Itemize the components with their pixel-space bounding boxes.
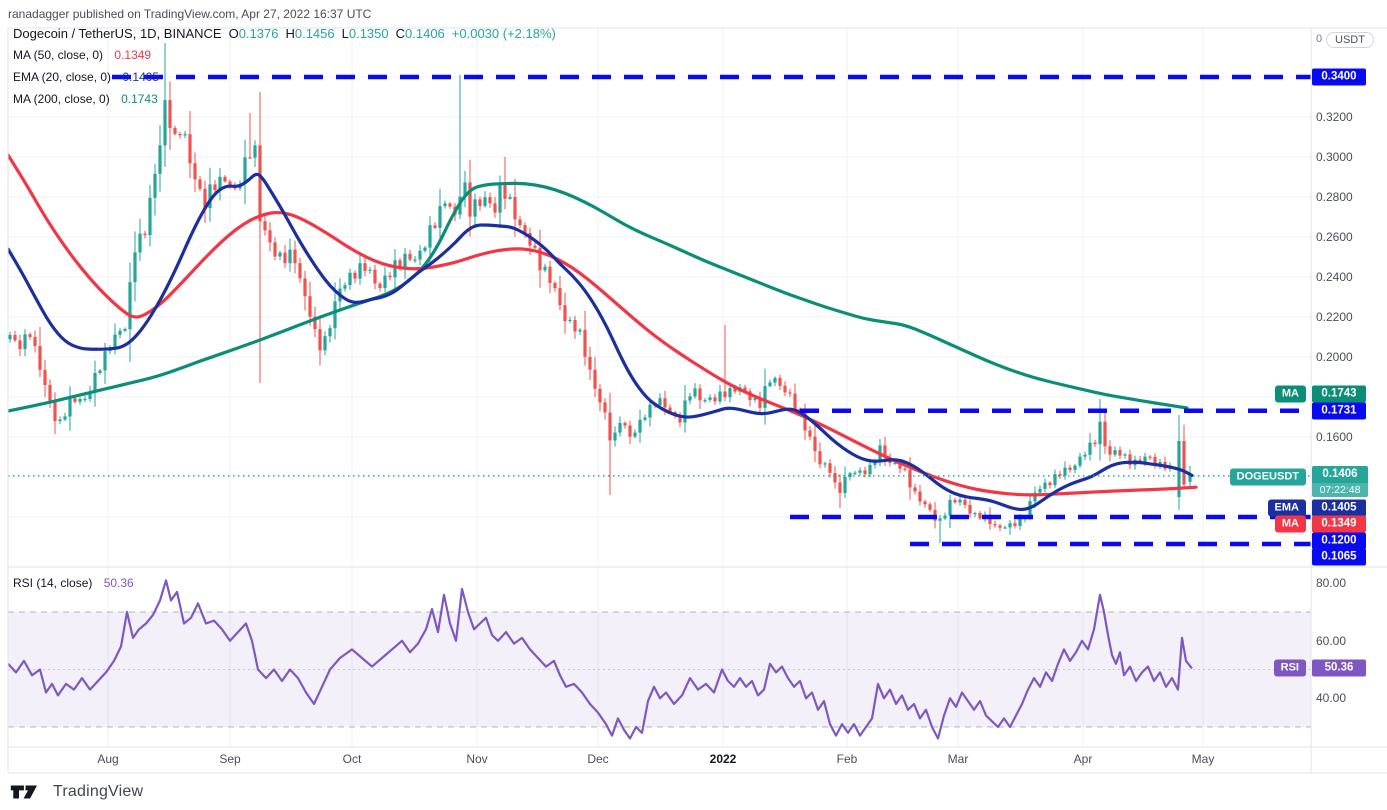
rsi-legend[interactable]: RSI (14, close) 50.36 [13,576,134,590]
price-axis-tick: 0.2200 [1316,310,1353,324]
indicator-label: EMA (20, close, 0) [13,70,112,84]
indicator-price-badge: 0.1349 [1312,515,1366,533]
time-axis-label: Oct [342,752,362,766]
rsi-line [8,579,1193,740]
rsi-axis-tick: 40.00 [1316,691,1347,706]
ohlc-letter: O [228,26,239,41]
indicator-tag-pill: EMA [1267,499,1306,517]
time-axis-label: May [1191,752,1215,766]
indicator-legend-ema20[interactable]: EMA (20, close, 0) 0.1405 [13,70,159,84]
rsi-label: RSI (14, close) [13,576,93,590]
indicator-value: 0.1743 [121,92,158,106]
time-axis-label: Apr [1073,752,1093,766]
currency-unit-button[interactable]: USDT [1326,32,1374,48]
time-axis-label: Aug [97,752,119,766]
ohlc-letter: L [341,26,349,41]
pane-borders [7,27,1387,774]
rsi-value: 50.36 [103,576,134,590]
symbol-tag-pill: DOGEUSDT [1229,468,1306,486]
change-value: +0.0030 (+2.18%) [451,26,556,41]
support-resistance-lines[interactable] [112,74,1311,547]
ohlc-value: 0.1350 [348,26,389,41]
ma-200-line [8,181,1189,413]
indicator-price-badge: 0.1743 [1312,385,1366,403]
tradingview-logo-icon [10,785,37,799]
candlestick-series [8,43,1192,543]
ohlc-letter: C [395,26,406,41]
price-axis-tick: 0.2000 [1316,350,1353,364]
time-axis-label: Nov [466,752,488,766]
bar-countdown: 07:22:48 [1312,483,1368,497]
ema-20-line [8,172,1194,512]
price-axis-tick: 0.2800 [1316,190,1353,204]
axis-zero-label: 0 [1316,33,1323,45]
indicator-legend-ma50[interactable]: MA (50, close, 0) 0.1349 [13,48,151,62]
price-level-badge: 0.1200 [1312,532,1366,550]
time-axis-label: 2022 [709,752,737,766]
rsi-value-badge: 50.36 [1312,659,1366,677]
indicator-legend-ma200[interactable]: MA (200, close, 0) 0.1743 [13,92,158,106]
indicator-tag-pill: MA [1274,515,1306,533]
price-axis-tick: 0.3000 [1316,150,1353,164]
rsi-tag-pill: RSI [1273,659,1306,677]
symbol-title: Dogecoin / TetherUS, 1D, BINANCE [13,26,222,41]
indicator-tag-pill: MA [1274,385,1306,403]
ohlc-values: O0.1376 H0.1456 L0.1350 C0.1406 [222,26,445,41]
ma-50-line [8,153,1198,497]
time-axis-label: Sep [219,752,241,766]
rsi-axis-tick: 80.00 [1316,576,1347,591]
published-attribution: ranadagger published on TradingView.com,… [8,7,372,21]
tradingview-logo-text: TradingView [53,783,144,800]
time-axis-label: Feb [836,752,858,766]
price-level-badge: 0.1065 [1312,548,1366,566]
price-level-badge: 0.3400 [1312,68,1366,86]
price-axis-tick: 0.3200 [1316,110,1353,124]
ohlc-value: 0.1376 [238,26,279,41]
ohlc-letter: H [285,26,295,41]
last-price-badge: 0.1406 07:22:48 [1312,466,1368,497]
rsi-axis-tick: 60.00 [1316,633,1347,648]
price-level-badge: 0.1731 [1312,402,1366,420]
tradingview-logo[interactable]: TradingView [10,783,143,801]
time-axis-label: Mar [947,752,969,766]
indicator-value: 0.1405 [122,70,160,84]
indicator-label: MA (200, close, 0) [13,92,110,106]
last-price-value: 0.1406 [1312,466,1368,483]
time-axis-label: Dec [587,752,609,766]
ohlc-value: 0.1406 [405,26,445,41]
indicator-price-badge: 0.1405 [1312,499,1366,517]
time-scale[interactable] [8,747,1311,773]
gridlines [8,28,1311,747]
indicator-label: MA (50, close, 0) [13,48,104,62]
rsi-band [8,611,1311,728]
indicator-value: 0.1349 [114,48,152,62]
ohlc-value: 0.1456 [294,26,335,41]
price-axis-tick: 0.1600 [1316,430,1353,444]
symbol-legend[interactable]: Dogecoin / TetherUS, 1D, BINANCE O0.1376 H… [13,26,556,41]
price-axis-tick: 0.2600 [1316,230,1353,244]
price-axis-tick: 0.2400 [1316,270,1353,284]
